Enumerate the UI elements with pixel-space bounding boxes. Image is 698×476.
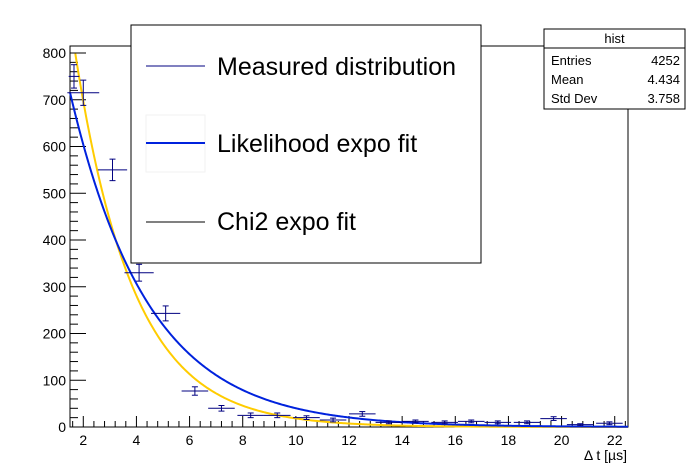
data-point <box>97 158 128 182</box>
data-point <box>263 412 291 419</box>
y-tick-label: 800 <box>43 45 67 61</box>
y-axis: 0 100 200 300 400 500 600 700 800 <box>43 45 86 435</box>
legend-entry-chi2: Chi2 expo fit <box>146 208 356 236</box>
data-point <box>237 412 264 419</box>
x-tick-label: 18 <box>501 432 517 448</box>
likelihood-fit-curve <box>69 92 629 428</box>
y-tick-label: 100 <box>43 372 67 388</box>
stats-box-title: hist <box>604 31 625 46</box>
x-tick-label: 6 <box>186 432 194 448</box>
stats-box-frame <box>543 28 686 110</box>
x-tick-label: 4 <box>133 432 141 448</box>
fit-curves <box>69 53 629 428</box>
legend-entry-likelihood: Likelihood expo fit <box>145 114 417 173</box>
x-tick-label: 8 <box>239 432 247 448</box>
data-point <box>67 79 100 106</box>
legend-entry-measured: Measured distribution <box>146 53 456 81</box>
data-point <box>68 64 80 89</box>
data-point <box>375 420 403 425</box>
data-point <box>431 420 458 425</box>
legend-label-measured: Measured distribution <box>217 53 456 81</box>
data-point <box>540 416 567 421</box>
data-point <box>208 404 235 412</box>
data-point <box>124 263 154 282</box>
legend: Measured distribution Likelihood expo fi… <box>130 24 482 264</box>
stats-value-mean: 4.434 <box>647 72 680 87</box>
data-point <box>181 386 209 396</box>
data-points <box>67 64 623 427</box>
data-point <box>293 415 320 421</box>
data-point <box>566 423 594 427</box>
data-point <box>319 417 347 423</box>
legend-label-likelihood: Likelihood expo fit <box>217 130 417 158</box>
x-tick-label: 12 <box>341 432 357 448</box>
data-point <box>457 419 485 424</box>
data-point <box>151 305 181 322</box>
x-axis-title: Δ t [µs] <box>584 447 627 463</box>
y-tick-label: 700 <box>43 92 67 108</box>
stats-box: hist Entries 4252 Mean 4.434 Std Dev 3.7… <box>543 28 686 110</box>
stats-value-entries: 4252 <box>651 53 680 68</box>
data-point <box>349 411 376 417</box>
data-point <box>596 421 623 426</box>
legend-label-chi2: Chi2 expo fit <box>217 208 356 236</box>
x-tick-label: 20 <box>554 432 570 448</box>
y-tick-label: 200 <box>43 326 67 342</box>
stats-label-entries: Entries <box>551 53 592 68</box>
y-tick-label: 300 <box>43 279 67 295</box>
y-tick-label: 0 <box>58 419 66 435</box>
y-tick-label: 500 <box>43 185 67 201</box>
x-tick-label: 22 <box>607 432 623 448</box>
data-point <box>402 419 429 424</box>
data-point <box>484 420 512 425</box>
data-point <box>513 420 541 425</box>
y-tick-label: 600 <box>43 139 67 155</box>
x-axis: 2 4 6 8 10 12 14 16 18 20 22 <box>72 416 626 448</box>
x-tick-label: 14 <box>394 432 410 448</box>
x-tick-label: 2 <box>79 432 87 448</box>
stats-value-stddev: 3.758 <box>647 91 680 106</box>
stats-label-mean: Mean <box>551 72 584 87</box>
y-tick-label: 400 <box>43 232 67 248</box>
x-tick-label: 16 <box>447 432 463 448</box>
stats-label-stddev: Std Dev <box>551 91 598 106</box>
x-tick-label: 10 <box>288 432 304 448</box>
